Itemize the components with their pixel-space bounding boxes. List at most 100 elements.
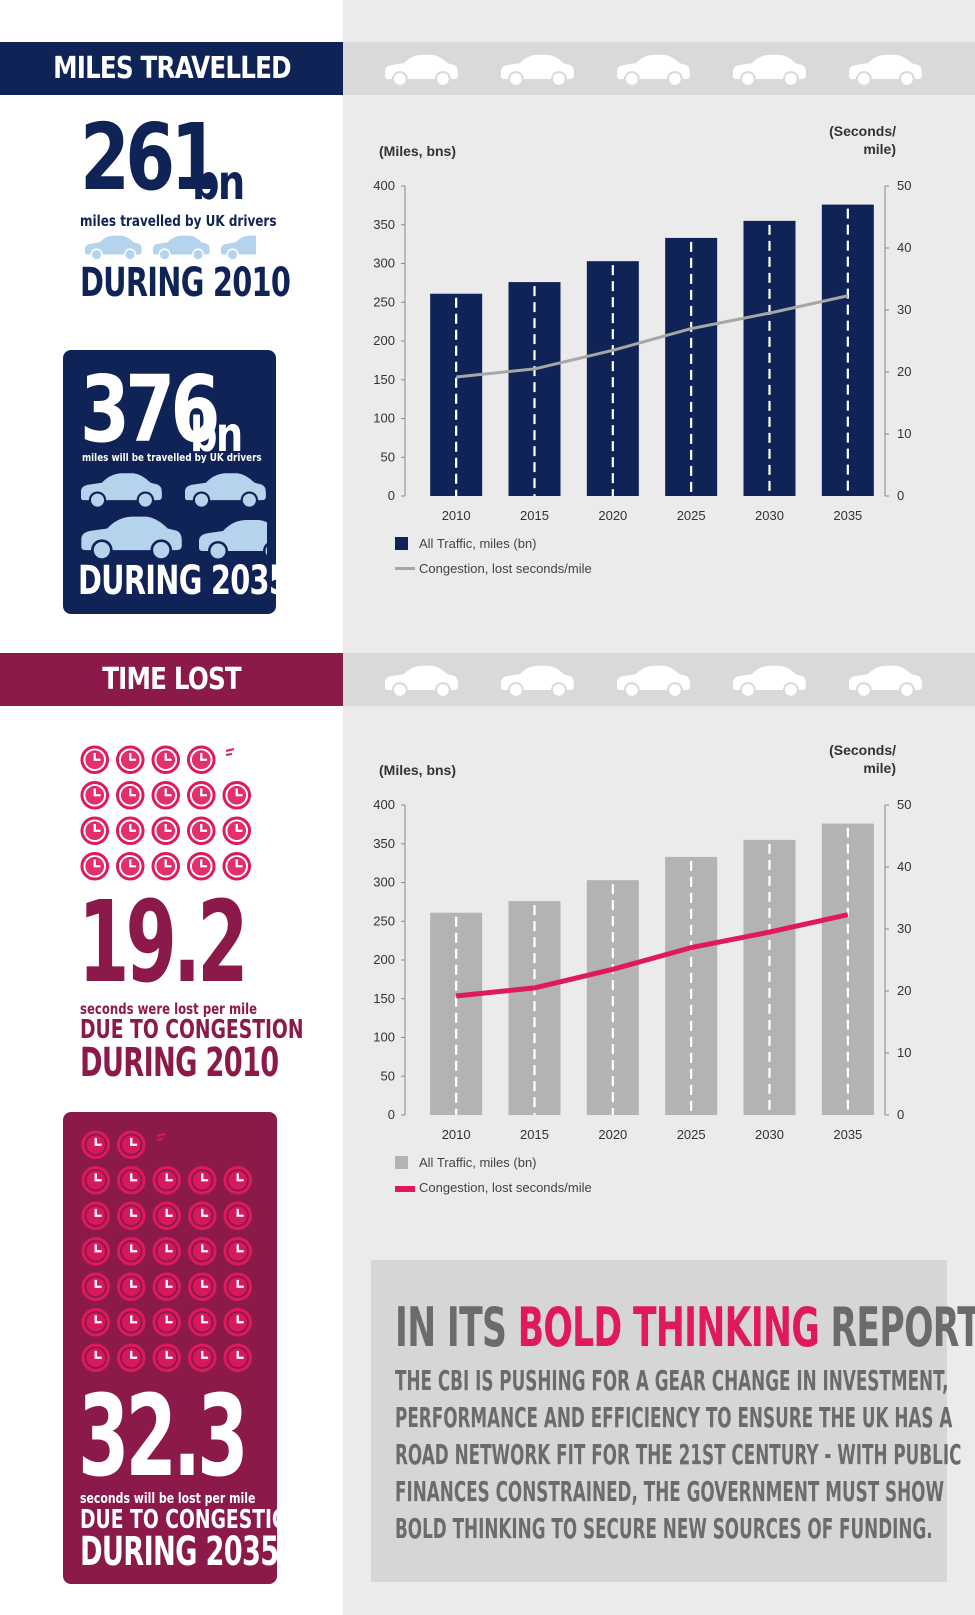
y-tick-label: 400: [373, 178, 395, 193]
clock-icon: [116, 1272, 146, 1302]
callout-line: BOLD THINKING TO SECURE NEW SOURCES OF F…: [395, 1512, 933, 1545]
clock-icon: [80, 745, 110, 775]
callout-line: THE CBI IS PUSHING FOR A GEAR CHANGE IN …: [395, 1364, 949, 1397]
clock-icon: [223, 1272, 253, 1302]
clock-icon: [81, 1201, 111, 1231]
section-title: MILES TRAVELLED: [52, 51, 291, 86]
clock-icon: [80, 851, 110, 881]
heading-text: IN ITS: [395, 1296, 518, 1359]
x-tick-label: 2025: [677, 508, 706, 523]
y-tick-label: 100: [373, 1030, 395, 1045]
heading-highlight: BOLD THINKING: [517, 1296, 820, 1359]
clock-icon: [187, 1201, 217, 1231]
clock-icon: [223, 1307, 253, 1337]
stat-suffix: bn: [190, 407, 243, 463]
car-icon: [849, 54, 922, 85]
legend-bar-label: All Traffic, miles (bn): [419, 536, 537, 551]
clock-icon: [187, 1343, 217, 1373]
car-icon: [849, 665, 922, 696]
heading-text: REPORT,: [819, 1296, 975, 1359]
callout-heading: IN ITS BOLD THINKING REPORT,: [395, 1300, 975, 1356]
y-tick-label: 400: [373, 797, 395, 812]
clock-icon: [115, 851, 145, 881]
x-tick-label: 2015: [520, 508, 549, 523]
car-icons: [81, 473, 267, 559]
y2-tick-label: 30: [897, 921, 911, 936]
clock-icon: [116, 1343, 146, 1373]
y-axis-right-label: mile): [863, 141, 896, 157]
stat-2010-time: 19.2 seconds were lost per mile DUE TO C…: [78, 878, 304, 1088]
callout-line: PERFORMANCE AND EFFICIENCY TO ENSURE THE…: [395, 1401, 953, 1434]
clock-icon: [223, 1236, 253, 1266]
y-tick-label: 50: [381, 449, 395, 464]
x-tick-label: 2015: [520, 1127, 549, 1142]
clock-icon: [115, 745, 145, 775]
clock-icon: [152, 1236, 182, 1266]
clock-icon: [152, 1307, 182, 1337]
miles-chart: (Miles, bns)(Seconds/mile)40035030025020…: [373, 123, 911, 576]
stat-subtitle: seconds were lost per mile: [80, 1000, 258, 1018]
stat-big-number: 19.2: [78, 878, 249, 1008]
clock-icon: [152, 1165, 182, 1195]
legend-bar-swatch: [395, 537, 408, 550]
congestion-line: [455, 912, 849, 999]
y-tick-label: 150: [373, 991, 395, 1006]
clock-icon: [115, 816, 145, 846]
clock-icon: [116, 1130, 146, 1160]
legend-bar-label: All Traffic, miles (bn): [419, 1155, 537, 1170]
stat-during: DURING 2010: [80, 260, 291, 306]
clock-icon: [151, 780, 181, 810]
y2-tick-label: 10: [897, 1045, 911, 1060]
clock-icon: [222, 851, 252, 881]
time-lost-chart: (Miles, bns)(Seconds/mile)40035030025020…: [373, 742, 911, 1195]
bar: [821, 823, 874, 1115]
car-icon: [733, 665, 806, 696]
clock-icon: [81, 1165, 111, 1195]
car-icon: [617, 665, 690, 696]
x-tick-label: 2035: [833, 508, 862, 523]
clock-icon: [81, 1236, 111, 1266]
y2-tick-label: 10: [897, 426, 911, 441]
car-icon: [385, 665, 458, 696]
legend-line-label: Congestion, lost seconds/mile: [419, 561, 592, 576]
clock-icon: [187, 1236, 217, 1266]
y-tick-label: 0: [388, 488, 395, 503]
stat-during: DURING 2035: [80, 1529, 277, 1575]
y-tick-label: 50: [381, 1068, 395, 1083]
y-tick-label: 300: [373, 875, 395, 890]
clock-icon: [186, 780, 216, 810]
legend-line-swatch: [395, 1186, 415, 1192]
car-icon: [501, 54, 574, 85]
bar: [821, 204, 874, 496]
y-tick-label: 100: [373, 411, 395, 426]
x-tick-label: 2025: [677, 1127, 706, 1142]
stat-2035-miles: 376 bn miles will be travelled by UK dri…: [63, 350, 276, 614]
stat-reason: DUE TO CONGESTION: [80, 1015, 304, 1045]
legend-line-swatch: [395, 567, 415, 570]
clock-icon: [222, 816, 252, 846]
car-icon: [501, 665, 574, 696]
y2-tick-label: 20: [897, 983, 911, 998]
car-icon: [385, 54, 458, 85]
y-axis-right-label: mile): [863, 760, 896, 776]
legend-bar-swatch: [395, 1156, 408, 1169]
x-tick-label: 2035: [833, 1127, 862, 1142]
stat-subtitle: miles will be travelled by UK drivers: [82, 451, 262, 464]
y-tick-label: 0: [388, 1107, 395, 1122]
clock-icon: [152, 1201, 182, 1231]
y-tick-label: 250: [373, 913, 395, 928]
clock-icon: [81, 1272, 111, 1302]
clock-icon: [116, 1236, 146, 1266]
congestion-line: [456, 294, 849, 379]
x-tick-label: 2030: [755, 1127, 784, 1142]
section-title: TIME LOST: [102, 662, 241, 697]
clock-icon: [186, 816, 216, 846]
callout-body: THE CBI IS PUSHING FOR A GEAR CHANGE IN …: [395, 1362, 961, 1547]
clock-icons: [80, 745, 252, 881]
clock-icon: [116, 1201, 146, 1231]
stat-2010-miles: 261 bn miles travelled by UK drivers DUR…: [80, 104, 291, 312]
clock-icon: [186, 745, 216, 775]
stat-big-number: 261: [80, 104, 220, 211]
clock-icon: [151, 745, 181, 775]
clock-icon: [81, 1130, 111, 1160]
